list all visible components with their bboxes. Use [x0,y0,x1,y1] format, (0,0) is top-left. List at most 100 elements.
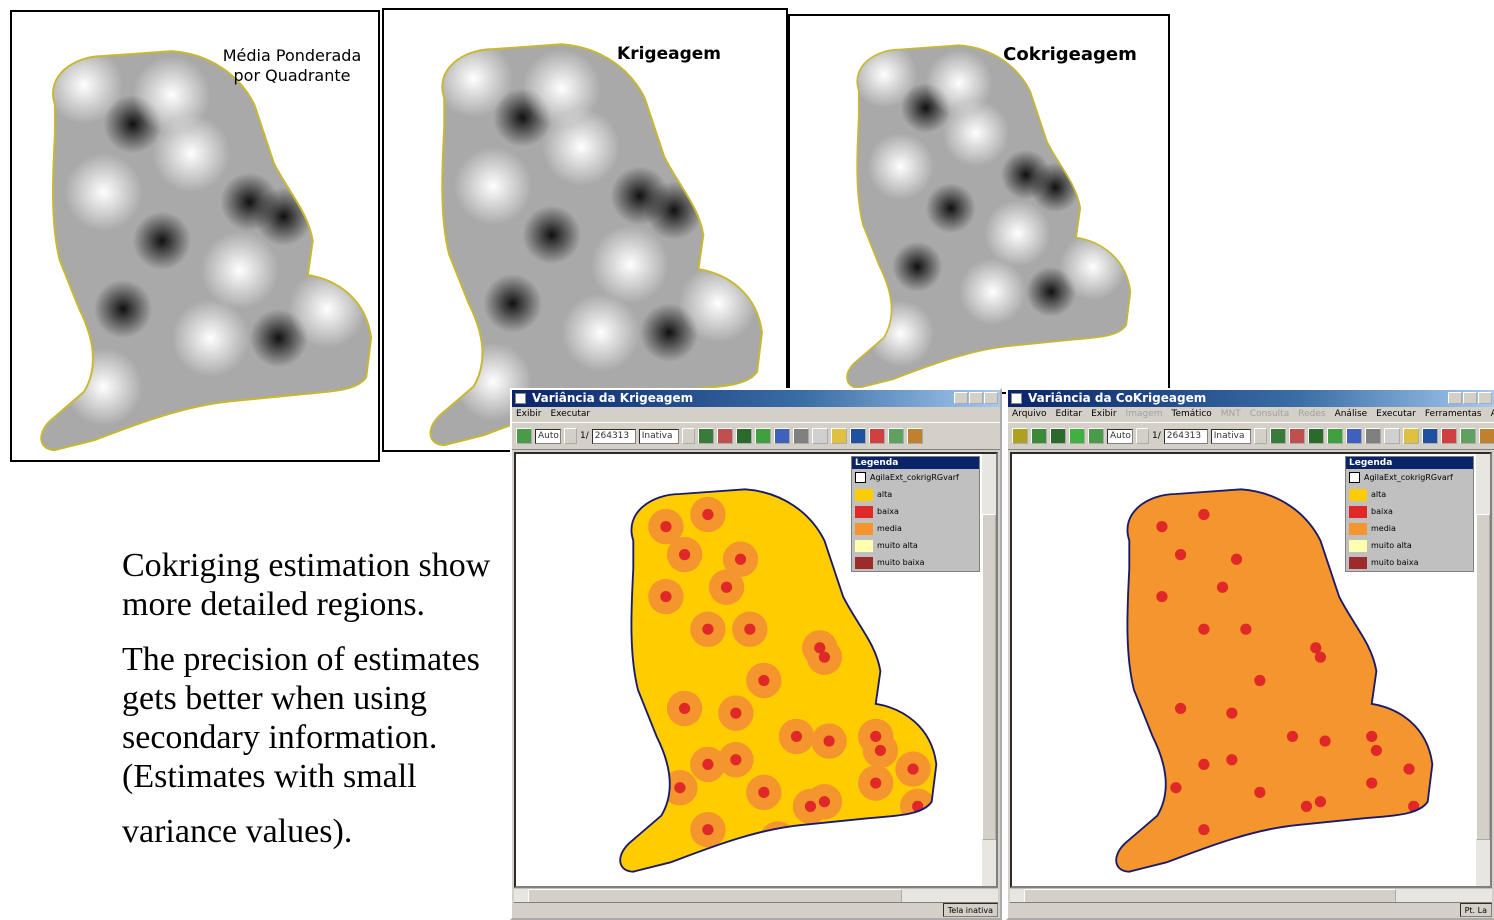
menu-item[interactable]: MNT [1221,409,1241,419]
tool-button[interactable] [516,428,532,444]
tool-button[interactable] [1327,428,1343,444]
tool-button[interactable] [774,428,790,444]
value-field[interactable]: 264313 [592,429,636,444]
tool-button[interactable] [1069,428,1085,444]
text-line: The precision of estimates [122,640,490,679]
menu-bar: Arquivo Editar Exibir Imagem Temático MNT Cons… [1008,407,1494,422]
tool-button[interactable] [869,428,885,444]
menu-bar: Exibir Executar [512,407,1000,422]
window-title: Variância da Krigeagem [532,391,693,405]
map-blob [926,183,976,233]
tool-button[interactable] [755,428,771,444]
tool-button[interactable] [1365,428,1381,444]
scale-field[interactable]: Auto [535,429,561,444]
window: Variância da CoKrigeagemArquivoEditarExi… [1006,388,1494,920]
dropdown [1254,428,1267,444]
layer-name: AgilaExt_cokrigRGvarf [1364,473,1453,482]
title-line: por Quadrante [207,66,377,86]
menu-item[interactable]: Redes [1298,409,1325,419]
dot [819,652,830,663]
legend-layer: AgilaExt_cokrigRGvarf [852,469,979,486]
scroll-thumb [1024,889,1396,903]
tool-button[interactable] [1422,428,1438,444]
state-field[interactable]: Inativa [639,429,679,444]
state-field[interactable]: Inativa [1211,429,1251,444]
tool-button[interactable] [1346,428,1362,444]
dot [1254,787,1265,798]
maximize-button[interactable] [1463,392,1477,404]
menu-item[interactable]: Ajuda [1491,409,1494,419]
tool-button[interactable] [1289,428,1305,444]
legend: LegendaAgilaExt_cokrigRGvarfaltabaixamed… [851,456,980,572]
tool-button[interactable] [1308,428,1324,444]
tool-button[interactable] [1012,428,1028,444]
tool-button[interactable] [888,428,904,444]
tool-button[interactable] [736,428,752,444]
tool-button[interactable] [793,428,809,444]
tool-button[interactable] [907,428,923,444]
legend-label: alta [877,490,892,499]
tool-button[interactable] [1441,428,1457,444]
menu-item[interactable]: Executar [1376,409,1416,419]
dot [1198,509,1209,520]
dot [679,549,690,560]
map-panel: Cokrigeagem [788,14,1170,394]
dot [1217,582,1228,593]
window: Variância da Krigeagem Exibir Executar Auto… [510,388,1002,920]
tool-button[interactable] [717,428,733,444]
tool-button[interactable] [1031,428,1047,444]
menu-item[interactable]: Exibir [516,409,541,419]
dot [1175,703,1186,714]
menu-item[interactable]: Análise [1335,409,1368,419]
menu-item[interactable]: Ferramentas [1425,409,1482,419]
tool-button[interactable] [1270,428,1286,444]
map-blob [454,147,532,225]
dot [1156,521,1167,532]
close-button[interactable] [1478,392,1492,404]
dot [674,782,685,793]
tool-button[interactable] [812,428,828,444]
menu-item[interactable]: Arquivo [1012,409,1046,419]
maximize-button[interactable] [969,392,983,404]
menu-item[interactable]: Temático [1172,409,1212,419]
menu-item[interactable]: Editar [1055,409,1082,419]
value-field[interactable]: 264313 [1164,429,1208,444]
tool-button[interactable] [1403,428,1419,444]
map-blob [133,212,191,270]
menu-item[interactable]: Executar [550,409,590,419]
title-bar: Variância da Krigeagem [512,390,1000,407]
checkbox [1349,472,1360,483]
legend-swatch [1349,523,1367,535]
tool-button[interactable] [850,428,866,444]
tool-button[interactable] [1384,428,1400,444]
dot [660,591,671,602]
map-blob [133,56,211,134]
minimize-button[interactable] [954,392,968,404]
scale-field[interactable]: Auto [1107,429,1133,444]
map-blob [288,270,366,348]
dot [1371,745,1382,756]
toolbar: Auto1/264313Inativa [512,422,1000,450]
tool-button[interactable] [698,428,714,444]
tool-button[interactable] [1460,428,1476,444]
tool-button[interactable] [1088,428,1104,444]
legend-item: muito baixa [852,554,979,571]
dot [1175,549,1186,560]
close-button[interactable] [984,392,998,404]
scroll-thumb [528,889,902,903]
menu-item[interactable]: Imagem [1126,409,1163,419]
vertical-scrollbar [982,454,996,886]
checkbox [855,472,866,483]
legend-swatch [1349,557,1367,569]
menu-item[interactable]: Consulta [1250,409,1289,419]
legend-label: muito baixa [1371,558,1419,567]
tool-button[interactable] [1479,428,1494,444]
legend-label: alta [1371,490,1386,499]
map [388,10,784,450]
dropdown [682,428,695,444]
minimize-button[interactable] [1448,392,1462,404]
text-line: more detailed regions. [122,585,490,624]
tool-button[interactable] [831,428,847,444]
tool-button[interactable] [1050,428,1066,444]
menu-item[interactable]: Exibir [1091,409,1116,419]
